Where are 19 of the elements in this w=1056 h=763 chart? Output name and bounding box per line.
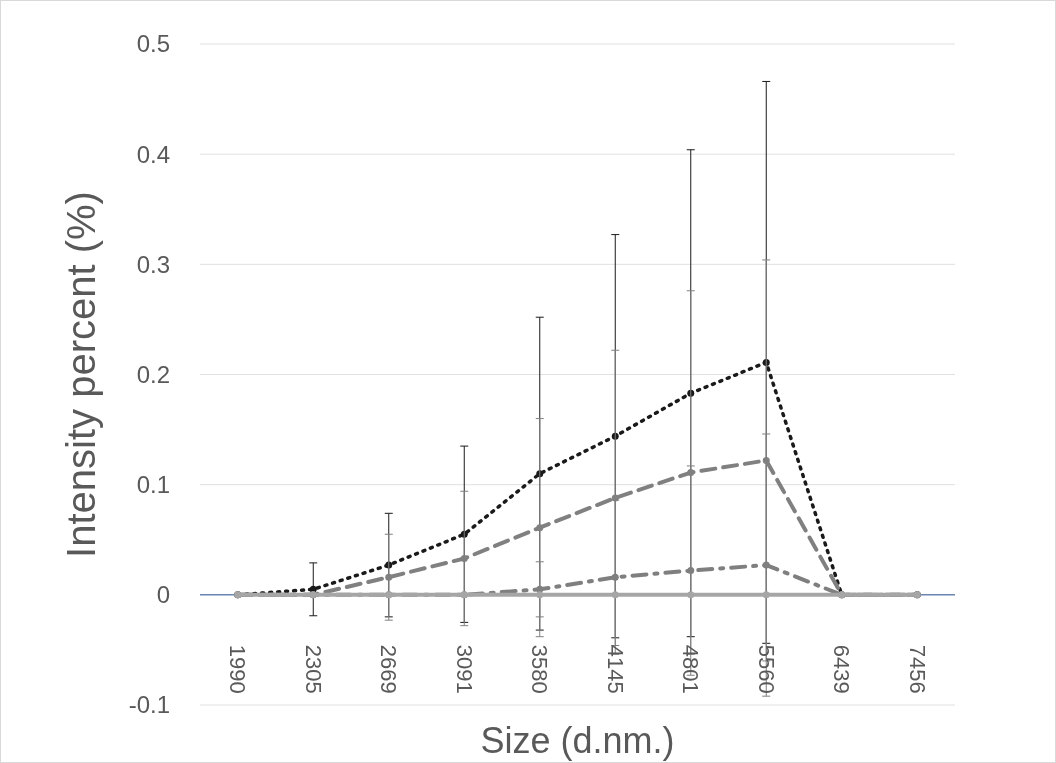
x-tick-label: 1990: [225, 644, 251, 694]
x-tick-label: 4801: [678, 644, 704, 694]
x-tick-label: 3580: [527, 644, 553, 694]
x-tick-label: 2669: [376, 644, 402, 694]
x-tick-label: 2305: [300, 644, 326, 694]
y-axis-title: Intensity percent (%): [59, 191, 103, 558]
x-tick-label: 3091: [451, 644, 477, 694]
y-tick-label: 0: [156, 581, 170, 609]
y-tick-label: 0.5: [136, 30, 170, 58]
x-tick-label: 4145: [602, 644, 628, 694]
x-tick-label: 6439: [829, 644, 855, 694]
y-tick-label: 0.3: [136, 250, 170, 278]
y-tick-label: -0.1: [128, 691, 170, 719]
y-tick-label: 0.2: [136, 360, 170, 388]
x-axis-title: Size (d.nm.): [480, 720, 675, 761]
y-tick-label: 0.4: [136, 140, 170, 168]
x-tick-label: 5560: [753, 644, 779, 694]
y-tick-label: 0.1: [136, 471, 170, 499]
x-tick-label: 7456: [904, 644, 930, 694]
